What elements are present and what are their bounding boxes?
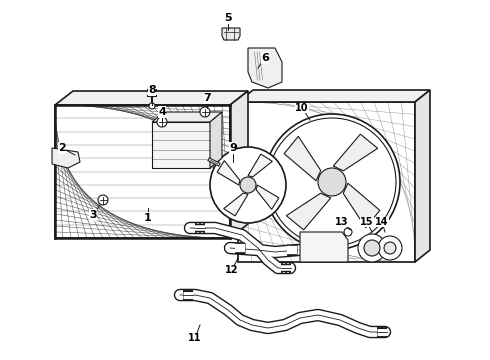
Text: 14: 14 [375, 217, 389, 227]
Polygon shape [238, 90, 430, 102]
Polygon shape [286, 193, 331, 230]
Polygon shape [230, 91, 248, 238]
Polygon shape [343, 183, 380, 228]
Text: 12: 12 [225, 265, 239, 275]
Text: 3: 3 [89, 210, 97, 220]
Polygon shape [210, 112, 222, 168]
Circle shape [157, 117, 167, 127]
Polygon shape [152, 122, 210, 168]
Text: 10: 10 [295, 103, 309, 113]
Text: 4: 4 [158, 107, 166, 117]
Circle shape [264, 114, 400, 250]
Polygon shape [52, 148, 80, 168]
Text: 5: 5 [224, 13, 232, 23]
Text: 6: 6 [261, 53, 269, 63]
Polygon shape [248, 48, 282, 88]
Circle shape [344, 228, 352, 236]
Polygon shape [55, 91, 248, 105]
Circle shape [200, 107, 210, 117]
Circle shape [364, 240, 380, 256]
Circle shape [384, 242, 396, 254]
Text: 8: 8 [148, 85, 156, 95]
Text: 7: 7 [203, 93, 211, 103]
Polygon shape [55, 105, 230, 238]
Text: 15: 15 [360, 217, 374, 227]
Circle shape [98, 195, 108, 205]
Text: 1: 1 [144, 213, 152, 223]
Polygon shape [256, 185, 279, 210]
Polygon shape [248, 154, 272, 177]
Polygon shape [217, 161, 240, 185]
Text: 13: 13 [335, 217, 349, 227]
Polygon shape [223, 193, 248, 216]
Text: 11: 11 [188, 333, 202, 343]
Text: 9: 9 [229, 143, 237, 153]
Polygon shape [415, 90, 430, 262]
Circle shape [358, 234, 386, 262]
Polygon shape [238, 102, 415, 262]
Circle shape [318, 168, 346, 196]
Polygon shape [152, 112, 222, 122]
Circle shape [378, 236, 402, 260]
Circle shape [240, 177, 256, 193]
Polygon shape [284, 136, 321, 181]
Polygon shape [222, 28, 240, 40]
Text: 2: 2 [58, 143, 66, 153]
Polygon shape [300, 232, 348, 262]
Polygon shape [333, 134, 378, 171]
Circle shape [149, 103, 155, 109]
Circle shape [210, 147, 286, 223]
